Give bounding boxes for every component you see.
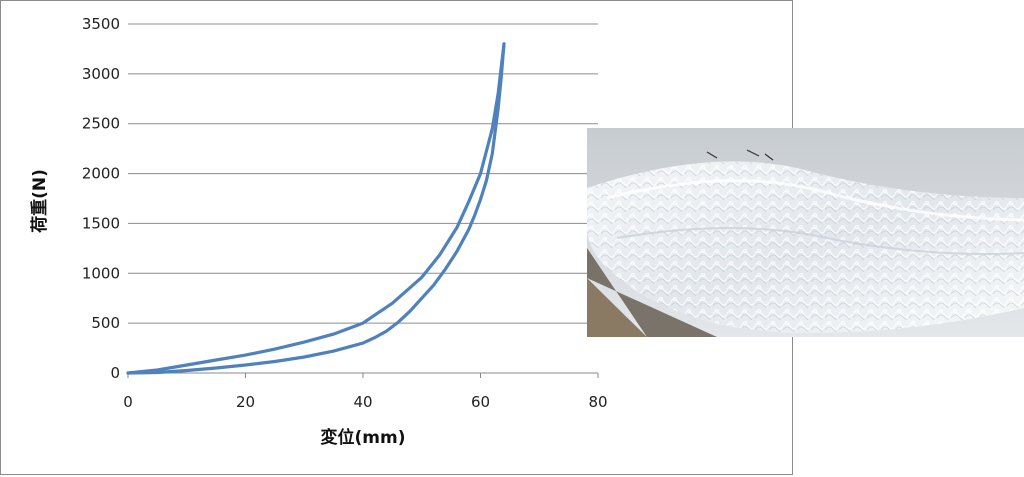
x-tick-label: 40 <box>353 393 372 411</box>
y-tick-label: 1500 <box>82 214 120 232</box>
y-tick-label: 3000 <box>82 65 120 83</box>
y-tick-labels: 0 500 1000 1500 2000 2500 3000 3500 <box>82 15 120 382</box>
x-axis-title: 変位(mm) <box>321 427 406 448</box>
x-tick-labels: 0 20 40 60 80 <box>123 373 608 411</box>
y-tick-label: 2000 <box>82 165 120 183</box>
y-tick-label: 0 <box>110 364 120 382</box>
gridlines <box>128 23 598 324</box>
series-line-2 <box>126 42 506 375</box>
y-tick-label: 1000 <box>82 264 120 282</box>
load-displacement-chart: 0 20 40 60 80 0 500 1000 1500 2000 2500 3000 3500 変… <box>29 15 608 448</box>
y-tick-label: 500 <box>91 314 120 332</box>
x-tick-label: 80 <box>588 393 607 411</box>
x-tick-label: 60 <box>471 393 490 411</box>
foam-mesh-photo <box>587 128 1024 337</box>
y-tick-label: 2500 <box>82 115 120 133</box>
x-tick-label: 20 <box>236 393 255 411</box>
y-axis-title: 荷重(N) <box>29 169 50 233</box>
y-tick-label: 3500 <box>82 15 120 33</box>
series-line-1 <box>126 42 506 375</box>
x-tick-label: 0 <box>123 393 133 411</box>
series-lines <box>126 42 506 375</box>
